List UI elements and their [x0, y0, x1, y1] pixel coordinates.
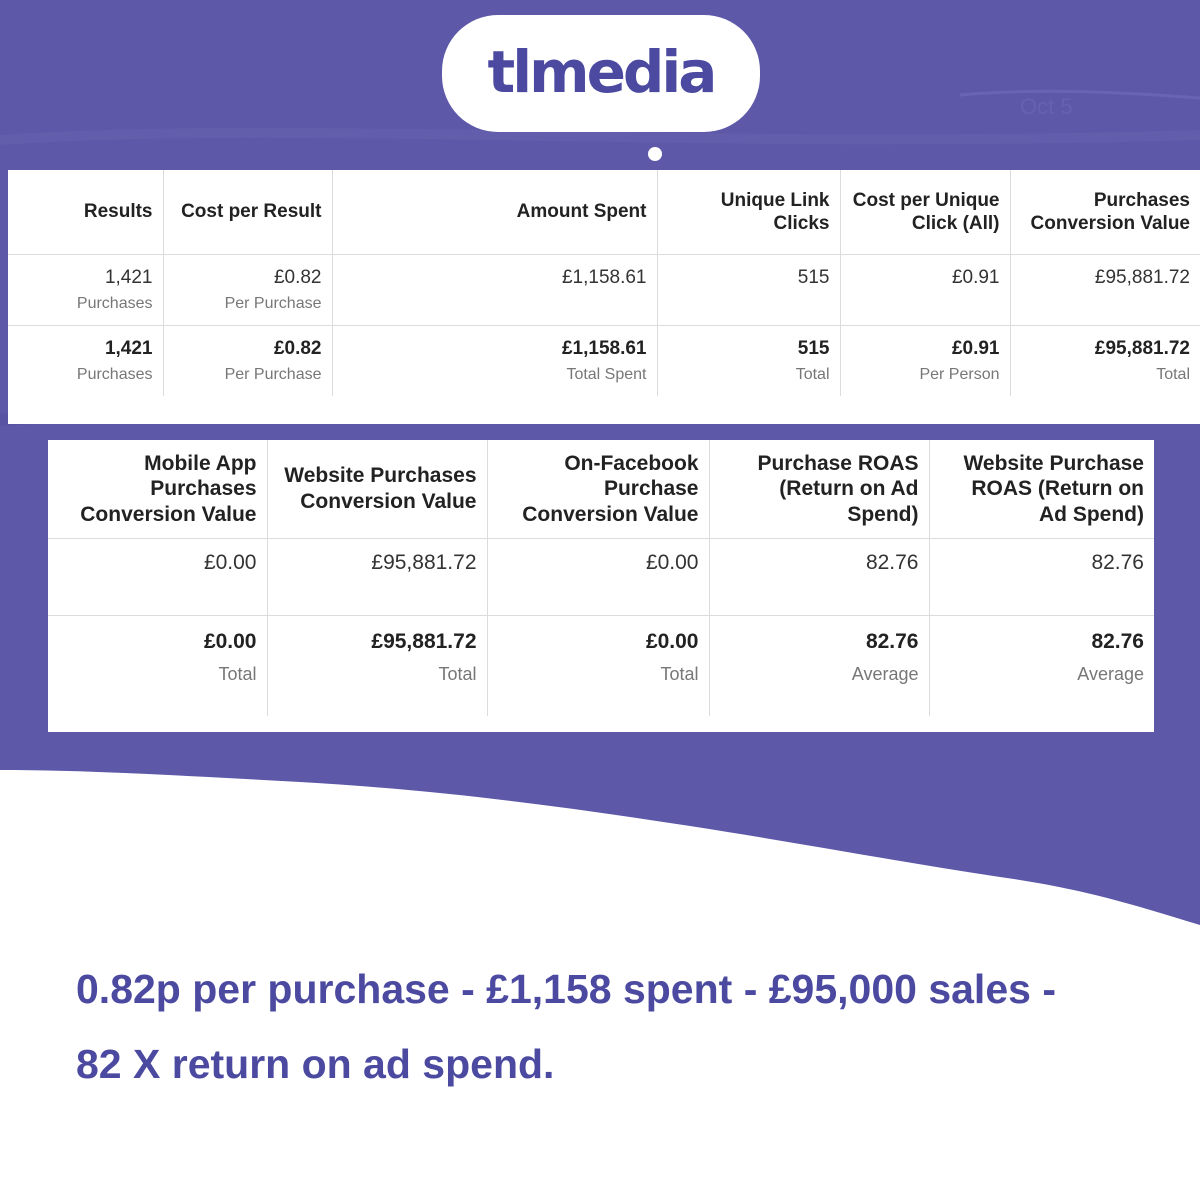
cell-value: £1,158.61 — [561, 267, 647, 288]
column-header: Purchases Conversion Value — [1010, 170, 1200, 255]
table-cell: £95,881.72 Total — [1010, 326, 1200, 397]
cell-value: 1,421 — [104, 338, 153, 359]
table-cell: 515 — [657, 254, 841, 326]
table-row: £0.00 Total £95,881.72 Total £0.00 Total 82… — [48, 615, 1154, 717]
cell-subtext: Average — [851, 664, 919, 684]
logo-bubble-dot — [648, 147, 662, 161]
table-cell: £95,881.72 Total — [267, 615, 488, 716]
cell-subtext: Average — [1077, 664, 1144, 684]
metrics-table-top: Results Cost per Result Amount Spent Uni… — [8, 170, 1200, 424]
cell-value: £0.91 — [951, 338, 1000, 359]
table-header-row: Mobile App Purchases Conversion Value We… — [48, 440, 1154, 539]
table-cell: £1,158.61 — [332, 254, 658, 326]
table-cell: £0.00 — [487, 538, 710, 616]
table-cell: £0.82 Per Purchase — [163, 254, 333, 326]
column-header: On-Facebook Purchase Conversion Value — [487, 440, 710, 539]
cell-value: 82.76 — [865, 630, 919, 653]
cell-value: 515 — [797, 267, 830, 288]
cell-value: 515 — [797, 338, 830, 359]
cell-value: £95,881.72 — [1094, 338, 1190, 359]
column-header: Purchase ROAS (Return on Ad Spend) — [709, 440, 930, 539]
cell-subtext: Total — [438, 664, 477, 684]
table-cell: 82.76 Average — [709, 615, 930, 716]
cell-value: £0.82 — [273, 267, 322, 288]
cell-subtext: Total — [795, 366, 830, 383]
metrics-table-bottom: Mobile App Purchases Conversion Value We… — [48, 440, 1154, 732]
summary-caption: 0.82p per purchase - £1,158 spent - £95,… — [76, 952, 1186, 1102]
cell-subtext: Total — [218, 664, 257, 684]
cell-value: £0.00 — [203, 630, 257, 653]
table-cell: £0.00 — [48, 538, 268, 616]
table-cell: £0.91 — [840, 254, 1011, 326]
cell-value: £1,158.61 — [561, 338, 647, 359]
table-cell: 82.76 Average — [929, 616, 1154, 717]
table-row: £0.00 £95,881.72 £0.00 82.76 82.76 — [48, 538, 1154, 616]
table-cell: 1,421 Purchases — [8, 325, 164, 396]
cell-value: 1,421 — [104, 267, 153, 288]
caption-line: 0.82p per purchase - £1,158 spent - £95,… — [76, 966, 1056, 1012]
table-cell: £0.00 Total — [48, 615, 268, 716]
cell-value: £0.82 — [273, 338, 322, 359]
cell-value: 82.76 — [1091, 551, 1144, 574]
logo-bubble: tlmedia — [442, 15, 760, 132]
table-cell: 515 Total — [657, 325, 841, 396]
cell-value: 82.76 — [1091, 630, 1144, 653]
cell-value: £0.00 — [645, 630, 699, 653]
column-header: Cost per Unique Click (All) — [840, 170, 1011, 255]
column-header: Unique Link Clicks — [657, 170, 841, 255]
ads-metrics-table-top: Results Cost per Result Amount Spent Uni… — [8, 170, 1200, 396]
table-cell: £0.00 Total — [487, 615, 710, 716]
table-header-row: Results Cost per Result Amount Spent Uni… — [8, 170, 1200, 255]
table-row: 1,421 Purchases £0.82 Per Purchase £1,158.… — [8, 325, 1200, 397]
cell-subtext: Total — [660, 664, 699, 684]
table-cell: 82.76 — [929, 538, 1154, 616]
column-header: Mobile App Purchases Conversion Value — [48, 440, 268, 539]
column-header: Results — [8, 170, 164, 255]
cell-value: £95,881.72 — [1094, 267, 1190, 288]
cell-subtext: Per Person — [919, 366, 1000, 383]
table-cell: £0.82 Per Purchase — [163, 325, 333, 396]
cell-value: £95,881.72 — [371, 551, 477, 574]
cell-subtext: Total Spent — [566, 366, 647, 383]
table-cell: £95,881.72 — [1010, 254, 1200, 326]
table-cell: 82.76 — [709, 538, 930, 616]
cell-value: £0.00 — [645, 551, 699, 574]
table-cell: £1,158.61 Total Spent — [332, 325, 658, 396]
cell-value: £0.91 — [951, 267, 1000, 288]
cell-value: 82.76 — [865, 551, 919, 574]
background-date-stamp: Oct 5 — [1020, 94, 1073, 119]
cell-value: £95,881.72 — [371, 630, 477, 653]
table-row: 1,421 Purchases £0.82 Per Purchase £1,158.… — [8, 254, 1200, 326]
table-cell: 1,421 Purchases — [8, 254, 164, 326]
cell-subtext: Per Purchase — [224, 366, 322, 383]
cell-value: £0.00 — [203, 551, 257, 574]
cell-subtext: Purchases — [76, 366, 153, 383]
cell-subtext: Per Purchase — [224, 295, 322, 312]
column-header: Cost per Result — [163, 170, 333, 255]
table-cell: £95,881.72 — [267, 538, 488, 616]
cell-subtext: Total — [1156, 366, 1190, 383]
column-header: Amount Spent — [332, 170, 658, 255]
cell-subtext: Purchases — [76, 295, 153, 312]
caption-line: 82 X return on ad spend. — [76, 1041, 555, 1087]
ads-metrics-table-bottom: Mobile App Purchases Conversion Value We… — [48, 440, 1154, 716]
column-header: Website Purchase ROAS (Return on Ad Spen… — [929, 440, 1154, 539]
table-cell: £0.91 Per Person — [840, 325, 1011, 396]
column-header: Website Purchases Conversion Value — [267, 440, 488, 539]
logo: tlmedia — [487, 37, 718, 106]
